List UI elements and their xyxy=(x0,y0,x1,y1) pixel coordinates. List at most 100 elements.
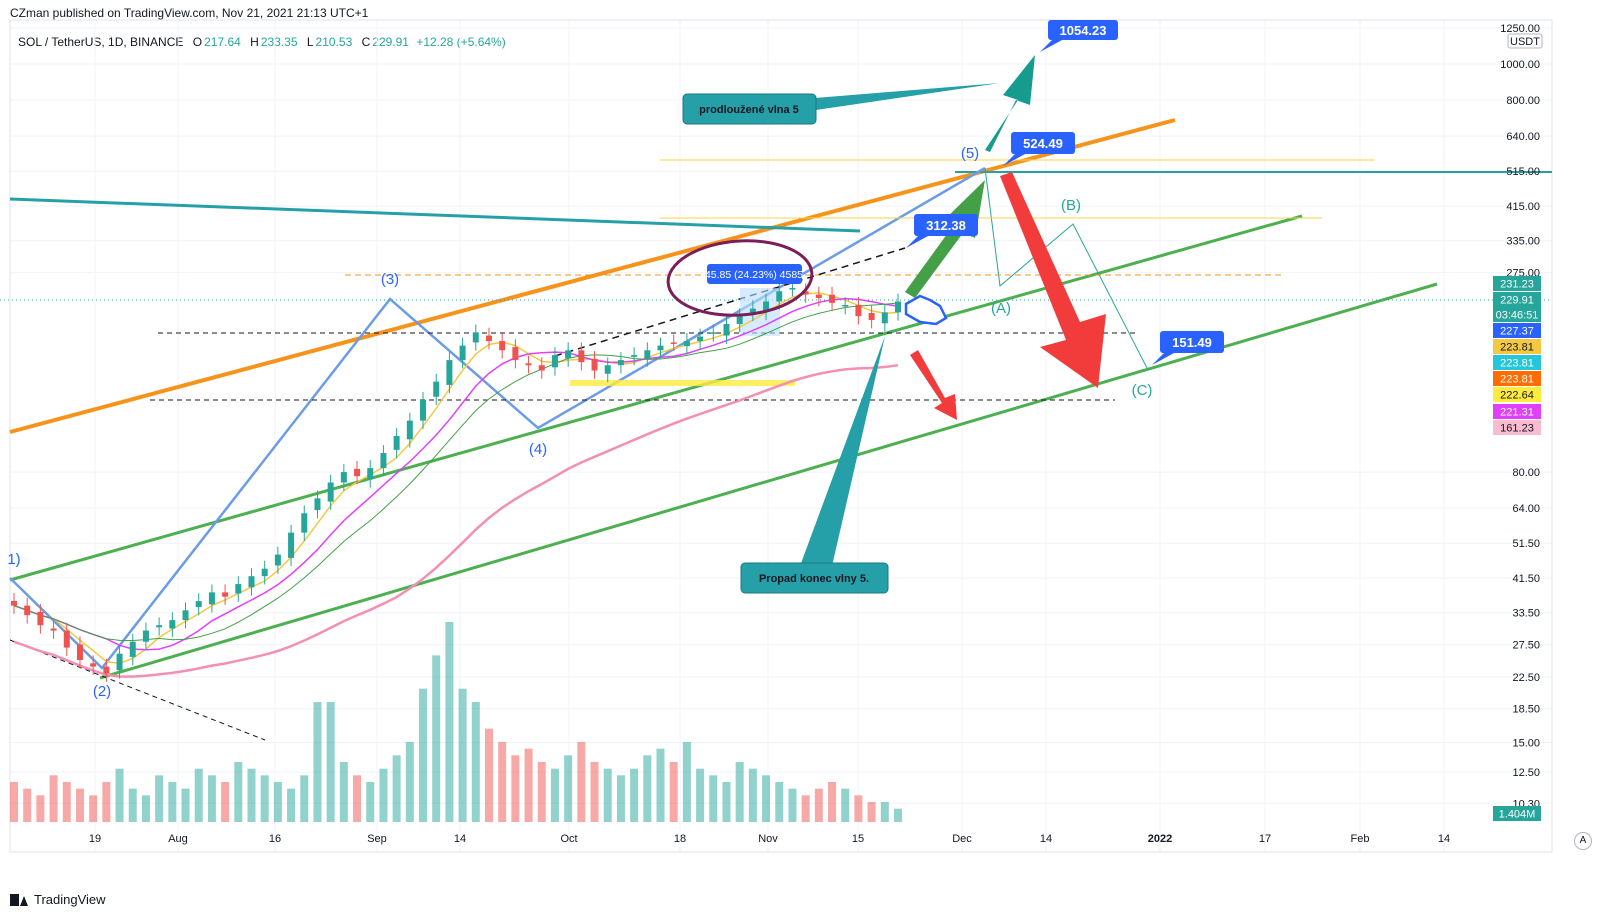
candle-body xyxy=(538,365,545,371)
wave-label: (4) xyxy=(529,441,547,458)
candle-body xyxy=(406,420,413,440)
price-badges: 231.23 229.91 03:46:51 227.37 223.81 223.81 22… xyxy=(1493,276,1541,821)
price-target-box xyxy=(1011,132,1075,154)
chart-grid xyxy=(10,20,1552,852)
price-badge xyxy=(1493,387,1541,402)
candle-body xyxy=(802,291,809,295)
volume-badge xyxy=(1493,806,1541,821)
volume-bar xyxy=(432,655,441,822)
time-tick-label: Dec xyxy=(952,833,972,845)
volume-bar xyxy=(379,768,388,822)
volume-bar xyxy=(419,688,428,822)
volume-bar xyxy=(867,802,876,822)
volume-bar xyxy=(313,702,322,822)
low-value: 210.53 xyxy=(315,35,353,49)
callout-text-1: prodloužené vlna 5 xyxy=(699,104,799,116)
price-badge-label: 223.81 xyxy=(1500,342,1534,354)
ma-mid-line xyxy=(13,297,899,651)
candle-body xyxy=(248,576,255,588)
volume-bar xyxy=(748,768,757,822)
price-tick-label: 51.50 xyxy=(1512,538,1540,550)
candle-body xyxy=(90,663,97,667)
time-tick-label: Aug xyxy=(168,833,188,845)
price-badge xyxy=(1493,339,1541,354)
candle-body xyxy=(710,332,717,334)
candle-body xyxy=(670,342,677,344)
low-label: L xyxy=(306,35,314,49)
volume-bar xyxy=(89,795,98,822)
volume-bar xyxy=(577,742,586,822)
price-tick-label: 12.50 xyxy=(1512,767,1540,779)
open-value: 217.64 xyxy=(204,35,241,49)
volume-bar xyxy=(194,768,203,822)
price-target-label: 312.38 xyxy=(926,218,966,233)
price-badge-label: 223.81 xyxy=(1500,374,1534,386)
candle-body xyxy=(868,312,875,321)
time-tick-label: 14 xyxy=(454,833,466,845)
candle-body xyxy=(723,324,730,336)
wave-label: 1) xyxy=(7,551,20,568)
volume-bar xyxy=(696,768,705,822)
time-tick-label: 14 xyxy=(1040,833,1052,845)
time-tick-label: 14 xyxy=(1438,833,1450,845)
candle-body xyxy=(525,363,532,366)
candle-body xyxy=(763,301,770,312)
wave-label: (5) xyxy=(961,145,979,162)
price-target-pointer xyxy=(1152,353,1174,365)
callout-text-2: Propad konec vlny 5. xyxy=(759,573,869,585)
annotation-layer: prodloužené vlna 5 Propad konec vlny 5. 1)… xyxy=(7,20,1224,700)
candle-body xyxy=(776,291,783,302)
volume-bar xyxy=(115,768,124,822)
wave-label: (2) xyxy=(93,683,111,700)
volume-bar xyxy=(801,795,810,822)
price-tick-label: 1250.00 xyxy=(1500,23,1540,35)
volume-bar xyxy=(141,795,150,822)
volume-bar xyxy=(207,775,216,822)
volume-bar xyxy=(273,782,282,822)
candle-body xyxy=(551,355,558,368)
volume-bar xyxy=(353,775,362,822)
price-badge xyxy=(1493,276,1541,291)
volume-bar xyxy=(854,795,863,822)
volume-bar xyxy=(484,728,493,822)
volume-bar xyxy=(735,762,744,822)
highlight-ellipse xyxy=(666,239,814,317)
candle-body xyxy=(565,350,572,359)
volume-bar xyxy=(709,775,718,822)
price-badge xyxy=(1493,323,1541,338)
volume-bar xyxy=(181,788,190,822)
candle-body xyxy=(261,568,268,577)
price-tick-label: 15.00 xyxy=(1512,738,1540,750)
volume-bar xyxy=(603,768,612,822)
price-badge-label: 161.23 xyxy=(1500,423,1534,435)
symbol-title[interactable]: SOL / TetherUS, 1D, BINANCE xyxy=(18,35,184,49)
footer-brand: TradingView xyxy=(10,892,106,907)
volume-bar xyxy=(300,775,309,822)
candle-body xyxy=(393,436,400,450)
volume-bar xyxy=(168,782,177,822)
change-value: +12.28 (+5.64%) xyxy=(416,35,506,49)
close-label: C xyxy=(361,35,371,49)
measure-label-box xyxy=(707,264,802,284)
small-red-down-arrow-icon xyxy=(910,350,957,420)
price-badge-label: 223.81 xyxy=(1500,358,1534,370)
time-tick-label: 17 xyxy=(1259,833,1271,845)
ma-long-line xyxy=(13,364,899,678)
volume-bars xyxy=(10,622,902,822)
volume-bar xyxy=(656,748,665,822)
candle-body xyxy=(829,294,836,303)
candle-body xyxy=(591,358,598,371)
time-axis: 19 Aug 16 Sep 14 Oct 18 Nov 15 Dec 14 2022 17 Feb 14 xyxy=(89,833,1450,845)
auto-scale-button[interactable]: A xyxy=(1574,832,1592,850)
volume-bar xyxy=(669,762,678,822)
volume-bar xyxy=(788,788,797,822)
price-target-pointer xyxy=(1003,154,1025,166)
volume-bar xyxy=(537,762,546,822)
volume-bar xyxy=(616,775,625,822)
ma-fast-line xyxy=(13,292,899,665)
volume-bar xyxy=(630,768,639,822)
candle-body xyxy=(156,625,163,628)
volume-bar xyxy=(326,702,335,822)
publisher-header: CZman published on TradingView.com, Nov … xyxy=(10,6,369,20)
